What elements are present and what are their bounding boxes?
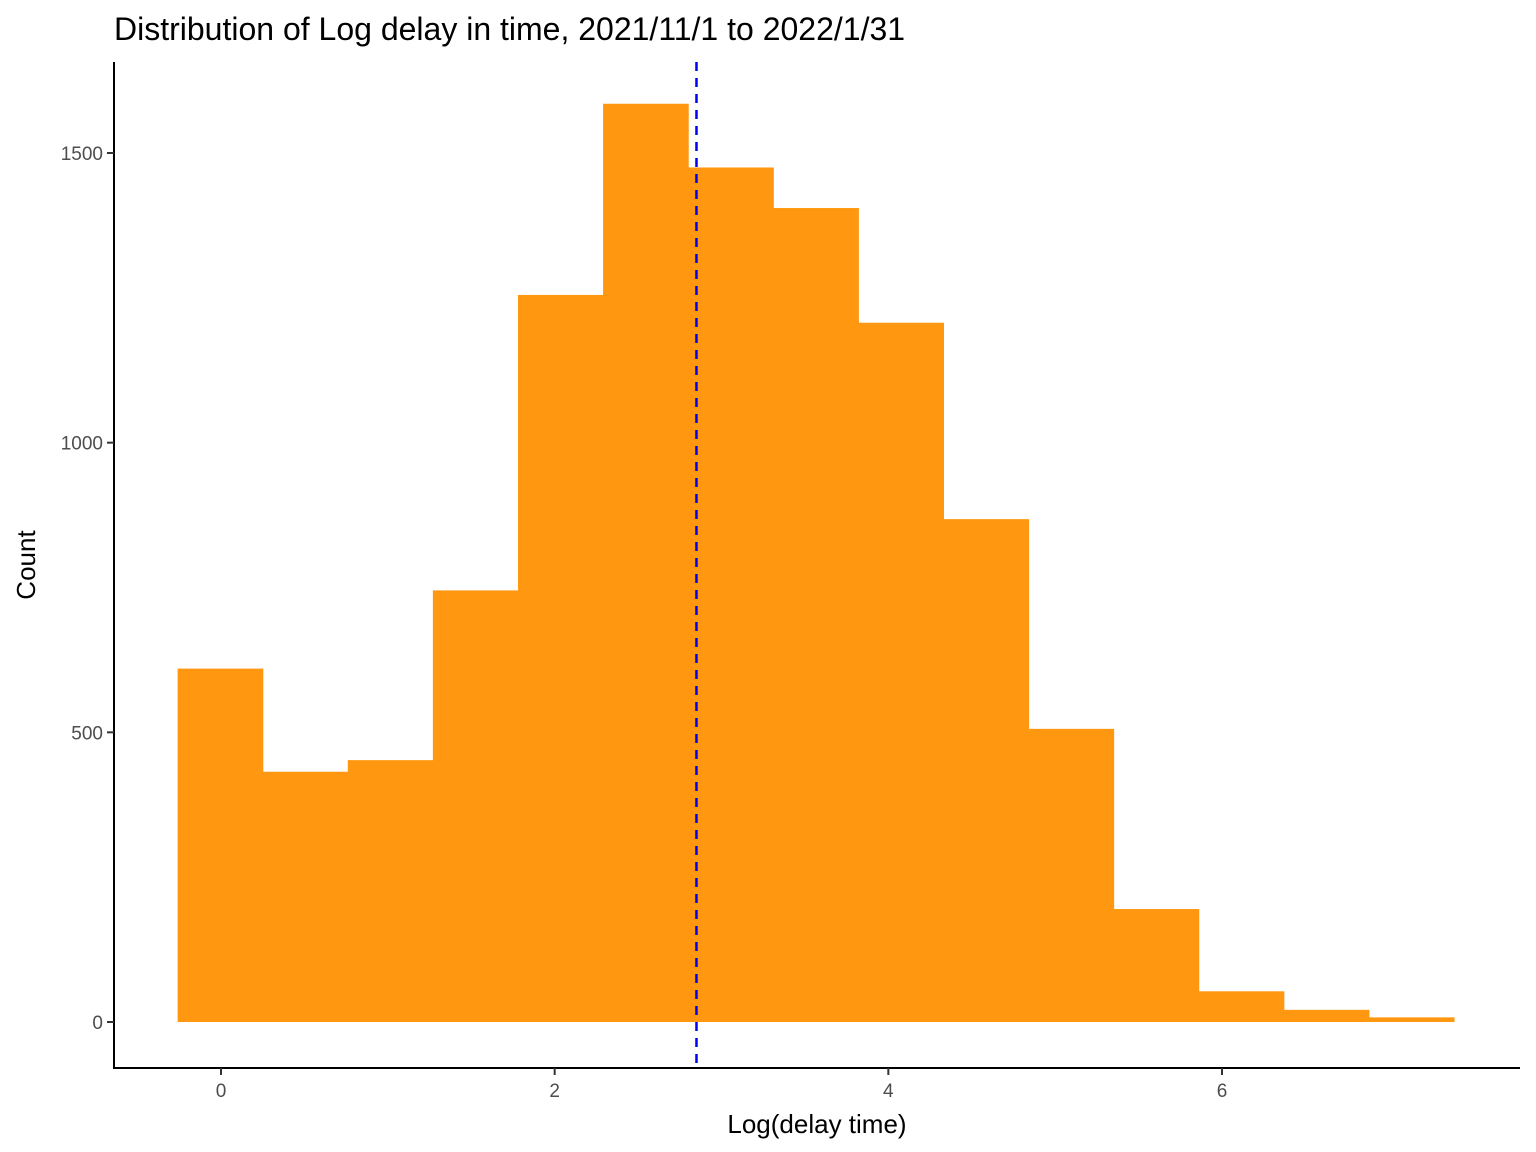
y-tick-label-500: 500 — [71, 723, 103, 744]
y-axis-ticks: 0 500 1000 1500 — [61, 144, 114, 1034]
histogram-bar-14 — [1283, 1009, 1370, 1022]
x-tick-label-2: 2 — [549, 1081, 560, 1102]
histogram-bar-5 — [517, 294, 604, 1022]
x-tick-label-6: 6 — [1217, 1081, 1228, 1102]
y-tick-label-1500: 1500 — [61, 144, 103, 165]
y-tick-label-0: 0 — [92, 1013, 103, 1034]
x-tick-label-4: 4 — [883, 1081, 894, 1102]
histogram-bar-10 — [943, 519, 1030, 1022]
y-tick-label-1000: 1000 — [61, 434, 103, 455]
histogram-bar-8 — [773, 208, 859, 1023]
histogram-bar-6 — [603, 103, 689, 1022]
histogram-bars — [177, 103, 1455, 1023]
chart-title: Distribution of Log delay in time, 2021/… — [114, 11, 905, 47]
x-axis-ticks: 0 2 4 6 — [216, 1068, 1228, 1102]
histogram-bar-2 — [262, 771, 349, 1022]
histogram-bar-1 — [177, 668, 264, 1022]
histogram-bar-15 — [1368, 1017, 1455, 1022]
x-tick-label-0: 0 — [216, 1081, 227, 1102]
histogram-bar-3 — [347, 760, 434, 1022]
histogram-bar-4 — [432, 590, 519, 1022]
x-axis-title: Log(delay time) — [727, 1109, 906, 1139]
histogram-bar-9 — [858, 322, 944, 1022]
histogram-bar-11 — [1028, 728, 1115, 1022]
histogram-bar-13 — [1198, 991, 1285, 1022]
histogram-bar-12 — [1113, 909, 1200, 1022]
histogram-bar-7 — [688, 167, 774, 1023]
y-axis-title: Count — [11, 530, 41, 600]
